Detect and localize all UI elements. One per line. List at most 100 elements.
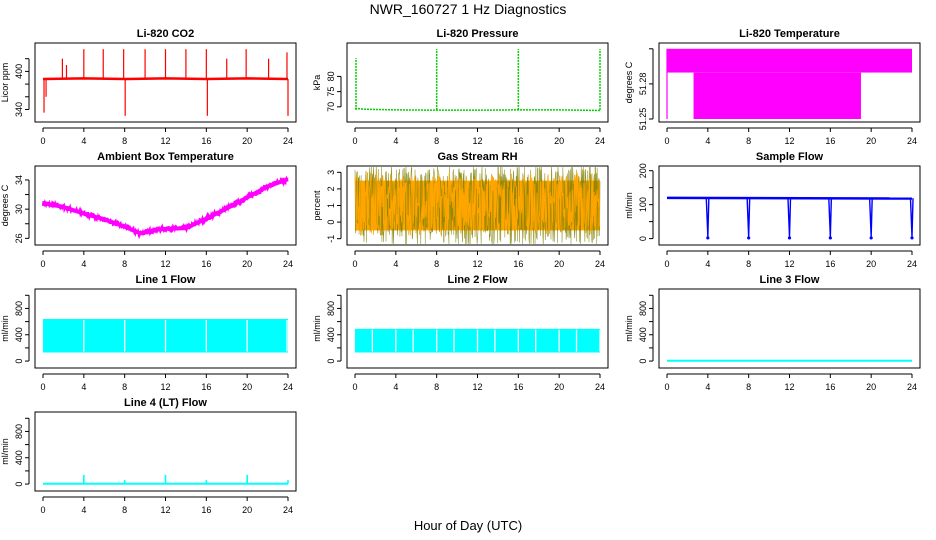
x-tick-label: 0: [352, 136, 357, 146]
x-tick-label: 16: [825, 136, 835, 146]
y-axis-label: ml/min: [0, 438, 10, 465]
x-tick-label: 8: [746, 136, 751, 146]
x-tick-label: 8: [746, 259, 751, 269]
dip-mark: [787, 198, 792, 237]
x-tick-label: 16: [825, 259, 835, 269]
y-tick-label: 400: [638, 327, 648, 342]
chart-panel-9: Line 3 Flow 0 4 8 12 16 20 24 0 400 800 ml/min: [624, 274, 921, 392]
plot-frame: [346, 165, 609, 246]
y-axis-label: ml/min: [624, 192, 634, 219]
x-tick-label: 12: [472, 259, 482, 269]
chart-panel-4: Ambient Box Temperature 0 4 8 12 16 20 24 26 30 34…: [0, 151, 297, 269]
dip-mark: [828, 198, 833, 237]
y-tick-label: 0: [14, 482, 24, 487]
plot-frame: [346, 42, 609, 123]
x-tick-label: 16: [201, 136, 211, 146]
y-tick-label: 800: [14, 424, 24, 439]
y-axis: 0 400 800: [326, 294, 342, 364]
y-tick-label: 0: [326, 359, 336, 364]
x-tick-label: 0: [664, 382, 669, 392]
x-tick-label: 20: [866, 136, 876, 146]
y-tick-label: 30: [14, 204, 24, 214]
x-tick-label: 8: [434, 382, 439, 392]
y-tick-label: 340: [14, 102, 24, 117]
data-layer: [666, 196, 914, 240]
plot-frame: [658, 288, 921, 369]
x-tick-label: 4: [705, 259, 710, 269]
chart-title: Line 4 (LT) Flow: [124, 397, 207, 409]
x-tick-label: 24: [283, 136, 293, 146]
x-tick-label: 8: [746, 382, 751, 392]
y-axis: 0 400 800: [14, 294, 30, 364]
x-tick-label: 16: [513, 136, 523, 146]
dip-point: [706, 236, 710, 240]
plot-frame: [34, 42, 297, 123]
series-line: [354, 107, 601, 112]
x-tick-label: 12: [472, 136, 482, 146]
y-axis-label: ml/min: [312, 315, 322, 342]
x-tick-label: 4: [705, 136, 710, 146]
data-layer: [355, 328, 601, 353]
x-tick-label: 8: [122, 382, 127, 392]
chart-title: Line 1 Flow: [136, 274, 196, 286]
y-axis-label: Licor ppm: [0, 63, 10, 103]
x-tick-label: 4: [81, 382, 86, 392]
x-tick-label: 20: [242, 505, 252, 515]
x-tick-label: 16: [201, 505, 211, 515]
x-tick-label: 20: [554, 136, 564, 146]
x-tick-label: 12: [784, 259, 794, 269]
x-tick-label: 0: [40, 382, 45, 392]
dip-point: [828, 236, 832, 240]
x-axis: 0 4 8 12 16 20 24: [352, 250, 605, 269]
series-trend: [42, 177, 289, 236]
y-axis: 0 400 800: [14, 417, 30, 487]
series-line: [666, 196, 913, 200]
y-tick-label: 800: [326, 301, 336, 316]
y-tick-label: 2: [326, 186, 336, 191]
x-tick-label: 20: [242, 259, 252, 269]
data-layer: [354, 49, 601, 112]
x-tick-label: 4: [81, 136, 86, 146]
x-tick-label: 0: [40, 136, 45, 146]
chart-title: Line 2 Flow: [448, 274, 508, 286]
plot-frame: [346, 288, 609, 369]
x-axis: 0 4 8 12 16 20 24: [664, 127, 917, 146]
y-tick-label: 100: [638, 197, 648, 212]
y-axis-label: kPa: [312, 75, 322, 91]
dip-mark: [705, 198, 710, 237]
band-lower: [693, 72, 861, 119]
x-tick-label: 24: [283, 259, 293, 269]
x-tick-label: 24: [907, 259, 917, 269]
y-tick-label: 51.28: [638, 73, 648, 96]
x-tick-label: 0: [40, 505, 45, 515]
x-tick-label: 12: [160, 136, 170, 146]
data-layer: [666, 48, 912, 119]
plot-frame: [658, 42, 921, 123]
y-tick-label: 34: [14, 175, 24, 185]
chart-panel-6: Sample Flow 0 4 8 12 16 20 24 0 100 200 ml/min: [624, 151, 921, 269]
y-axis: 51.25 51.28: [638, 48, 654, 130]
y-tick-label: 0: [326, 220, 336, 225]
chart-panel-3: Li-820 Temperature 0 4 8 12 16 20 24 51.25 51.28 d…: [624, 28, 921, 146]
chart-title: Li-820 Temperature: [739, 28, 840, 40]
y-tick-label: 400: [14, 327, 24, 342]
plot-frame: [34, 288, 297, 369]
data-layer: [354, 167, 601, 244]
x-tick-label: 8: [122, 505, 127, 515]
x-tick-label: 24: [283, 505, 293, 515]
dip-point: [747, 236, 751, 240]
x-tick-label: 8: [434, 259, 439, 269]
x-tick-label: 12: [160, 259, 170, 269]
plot-frame: [658, 165, 921, 246]
y-tick-label: 0: [638, 236, 648, 241]
chart-title: Line 3 Flow: [760, 274, 820, 286]
y-axis: -1 0 1 2 3: [326, 170, 342, 243]
x-axis: 0 4 8 12 16 20 24: [40, 127, 293, 146]
data-layer: [43, 318, 288, 353]
series-line-2: [354, 172, 601, 236]
x-tick-label: 16: [513, 382, 523, 392]
data-layer: [43, 474, 289, 485]
x-axis: 0 4 8 12 16 20 24: [664, 373, 917, 392]
x-tick-label: 12: [160, 382, 170, 392]
y-axis-label: ml/min: [0, 315, 10, 342]
